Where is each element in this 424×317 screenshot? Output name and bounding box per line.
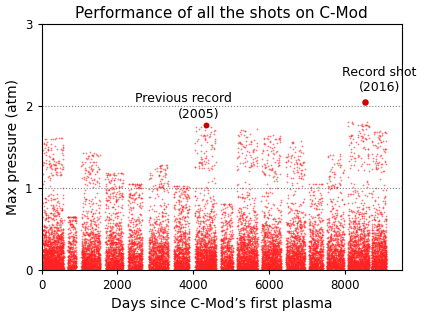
Text: Previous record: Previous record [135, 92, 232, 105]
Text: (2016): (2016) [359, 81, 400, 94]
Point [203, 123, 210, 128]
Point [362, 100, 368, 105]
Text: Record shot: Record shot [342, 66, 416, 79]
Y-axis label: Max pressure (atm): Max pressure (atm) [6, 79, 20, 215]
Text: (2005): (2005) [178, 108, 220, 121]
Title: Performance of all the shots on C-Mod: Performance of all the shots on C-Mod [75, 6, 368, 21]
X-axis label: Days since C-Mod’s first plasma: Days since C-Mod’s first plasma [111, 297, 332, 311]
